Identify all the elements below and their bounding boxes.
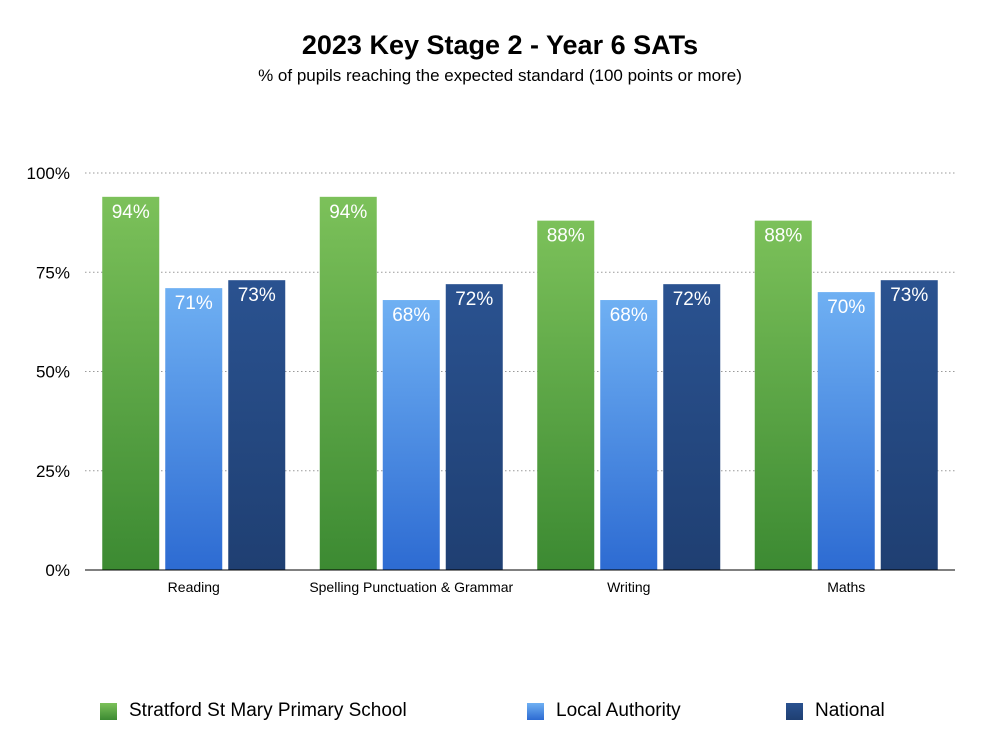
data-label: 68%	[392, 305, 430, 326]
data-label: 88%	[764, 226, 802, 247]
y-tick-label: 25%	[36, 462, 70, 481]
y-tick-label: 100%	[27, 164, 70, 183]
data-label: 68%	[610, 305, 648, 326]
legend-swatch-local-authority	[527, 702, 544, 720]
chart-title: 2023 Key Stage 2 - Year 6 SATs	[301, 30, 699, 60]
bar	[319, 196, 377, 570]
legend-swatch-school	[100, 702, 117, 720]
legend-item-school: Stratford St Mary Primary School	[100, 700, 407, 722]
x-tick-label: Spelling Punctuation & Grammar	[309, 579, 513, 595]
data-label: 72%	[673, 289, 711, 310]
legend-label-local-authority: Local Authority	[556, 700, 681, 721]
bar	[880, 280, 938, 570]
legend-label-national: National	[815, 700, 885, 721]
bar	[600, 300, 658, 570]
data-label: 70%	[827, 297, 865, 318]
bar	[537, 220, 595, 570]
chart-legend: Stratford St Mary Primary School Local A…	[0, 700, 1000, 732]
legend-item-national: National	[786, 700, 885, 722]
bar	[445, 284, 503, 570]
legend-swatch-national	[786, 702, 803, 720]
y-tick-label: 0%	[45, 561, 70, 580]
y-tick-label: 75%	[36, 263, 70, 282]
bar	[382, 300, 440, 570]
bar	[228, 280, 286, 570]
x-tick-label: Reading	[168, 579, 220, 595]
data-label: 73%	[890, 285, 928, 306]
bar	[165, 288, 223, 570]
legend-label-school: Stratford St Mary Primary School	[129, 700, 407, 721]
legend-item-local-authority: Local Authority	[527, 700, 681, 722]
data-label: 88%	[547, 226, 585, 247]
data-label: 94%	[329, 202, 367, 223]
data-label: 94%	[112, 202, 150, 223]
y-tick-label: 50%	[36, 363, 70, 382]
bar	[754, 220, 812, 570]
x-tick-label: Maths	[827, 579, 865, 595]
bar	[663, 284, 721, 570]
x-tick-label: Writing	[607, 579, 650, 595]
bar	[102, 196, 160, 570]
data-label: 72%	[455, 289, 493, 310]
data-label: 71%	[175, 293, 213, 314]
data-label: 73%	[238, 285, 276, 306]
bar	[817, 292, 875, 570]
chart-subtitle: % of pupils reaching the expected standa…	[258, 66, 742, 85]
